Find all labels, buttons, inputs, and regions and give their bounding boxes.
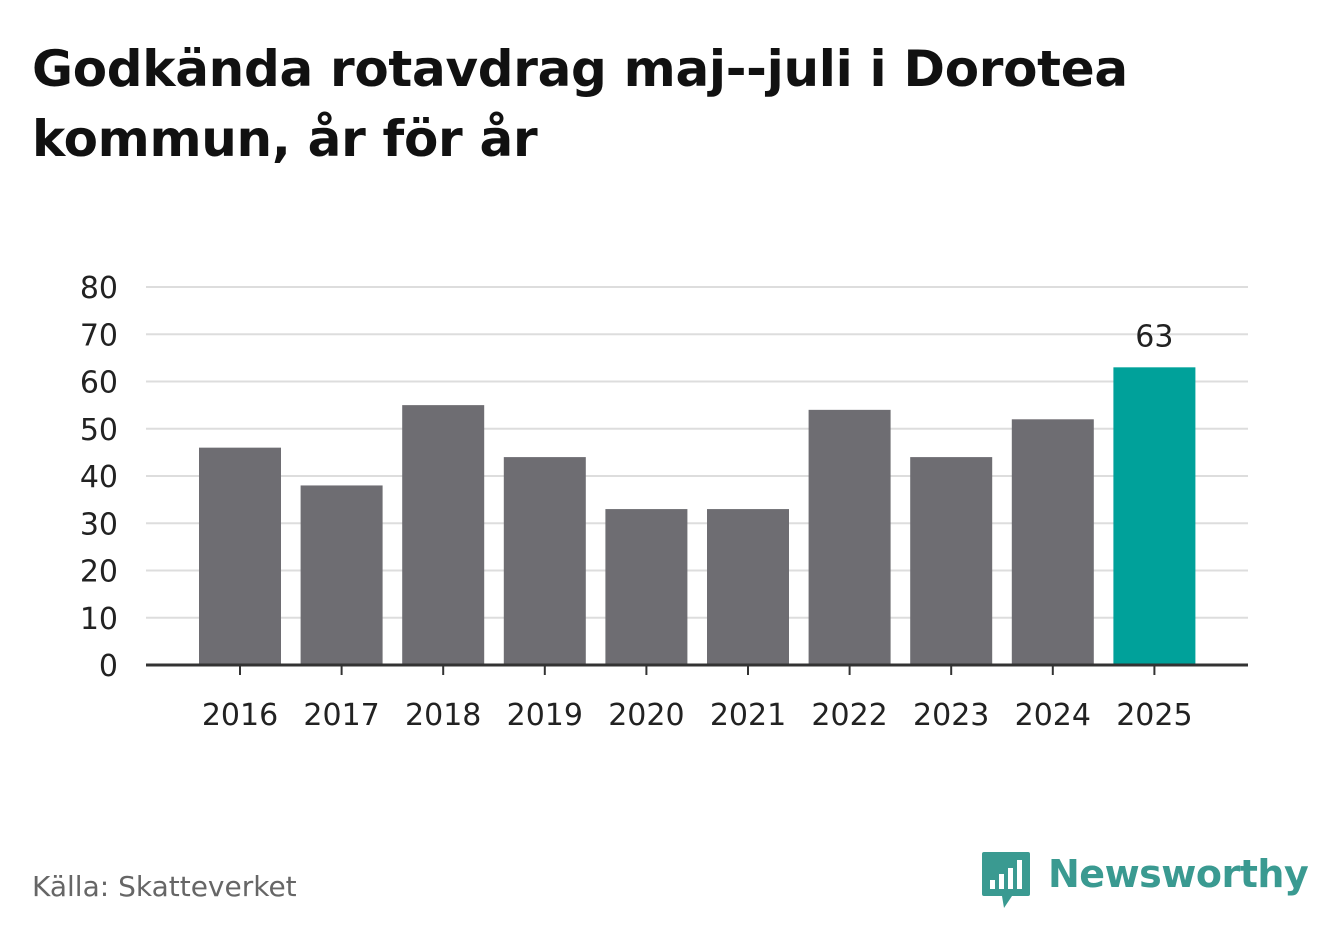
brand-name: Newsworthy: [1048, 852, 1309, 896]
data-labels: 63: [1135, 319, 1173, 354]
data-label: 63: [1135, 319, 1173, 354]
y-tick-label: 30: [80, 507, 118, 542]
x-tick-label: 2024: [1015, 698, 1091, 733]
x-axis-ticks: 2016 2017 2018 2019 2020 2021 2022 2023 2024 2025: [202, 665, 1193, 733]
chart-title: Godkända rotavdrag maj--juli i Dorotea k…: [32, 40, 1128, 168]
bar-2025: [1113, 367, 1196, 665]
x-tick-label: 2017: [303, 698, 379, 733]
bar-2016: [199, 447, 281, 665]
bar-2017: [300, 485, 383, 665]
x-tick-label: 2018: [405, 698, 481, 733]
y-tick-label: 10: [80, 602, 118, 637]
x-tick-label: 2025: [1116, 698, 1192, 733]
x-tick-label: 2022: [811, 698, 887, 733]
bar-2023: [910, 457, 993, 665]
y-tick-label: 80: [80, 271, 118, 306]
bar-2018: [402, 405, 485, 665]
source-note: Källa: Skatteverket: [32, 870, 297, 903]
bar-2024: [1011, 419, 1094, 665]
bars: [199, 367, 1196, 665]
y-tick-label: 20: [80, 555, 118, 590]
bar-2022: [808, 409, 891, 665]
x-tick-label: 2019: [507, 698, 583, 733]
x-tick-label: 2016: [202, 698, 278, 733]
bar-2020: [605, 509, 688, 665]
y-axis-ticks: 0 10 20 30 40 50 60 70 80: [80, 271, 118, 684]
x-tick-label: 2023: [913, 698, 989, 733]
newsworthy-logo: Newsworthy: [980, 850, 1309, 912]
y-tick-label: 50: [80, 413, 118, 448]
bar-2019: [503, 457, 586, 665]
x-tick-label: 2020: [608, 698, 684, 733]
y-tick-label: 70: [80, 318, 118, 353]
y-tick-label: 60: [80, 366, 118, 401]
x-tick-label: 2021: [710, 698, 786, 733]
bar-chart-speech-bubble-icon: [982, 852, 1030, 908]
y-tick-label: 40: [80, 460, 118, 495]
y-tick-label: 0: [99, 649, 118, 684]
bar-2021: [707, 509, 789, 665]
